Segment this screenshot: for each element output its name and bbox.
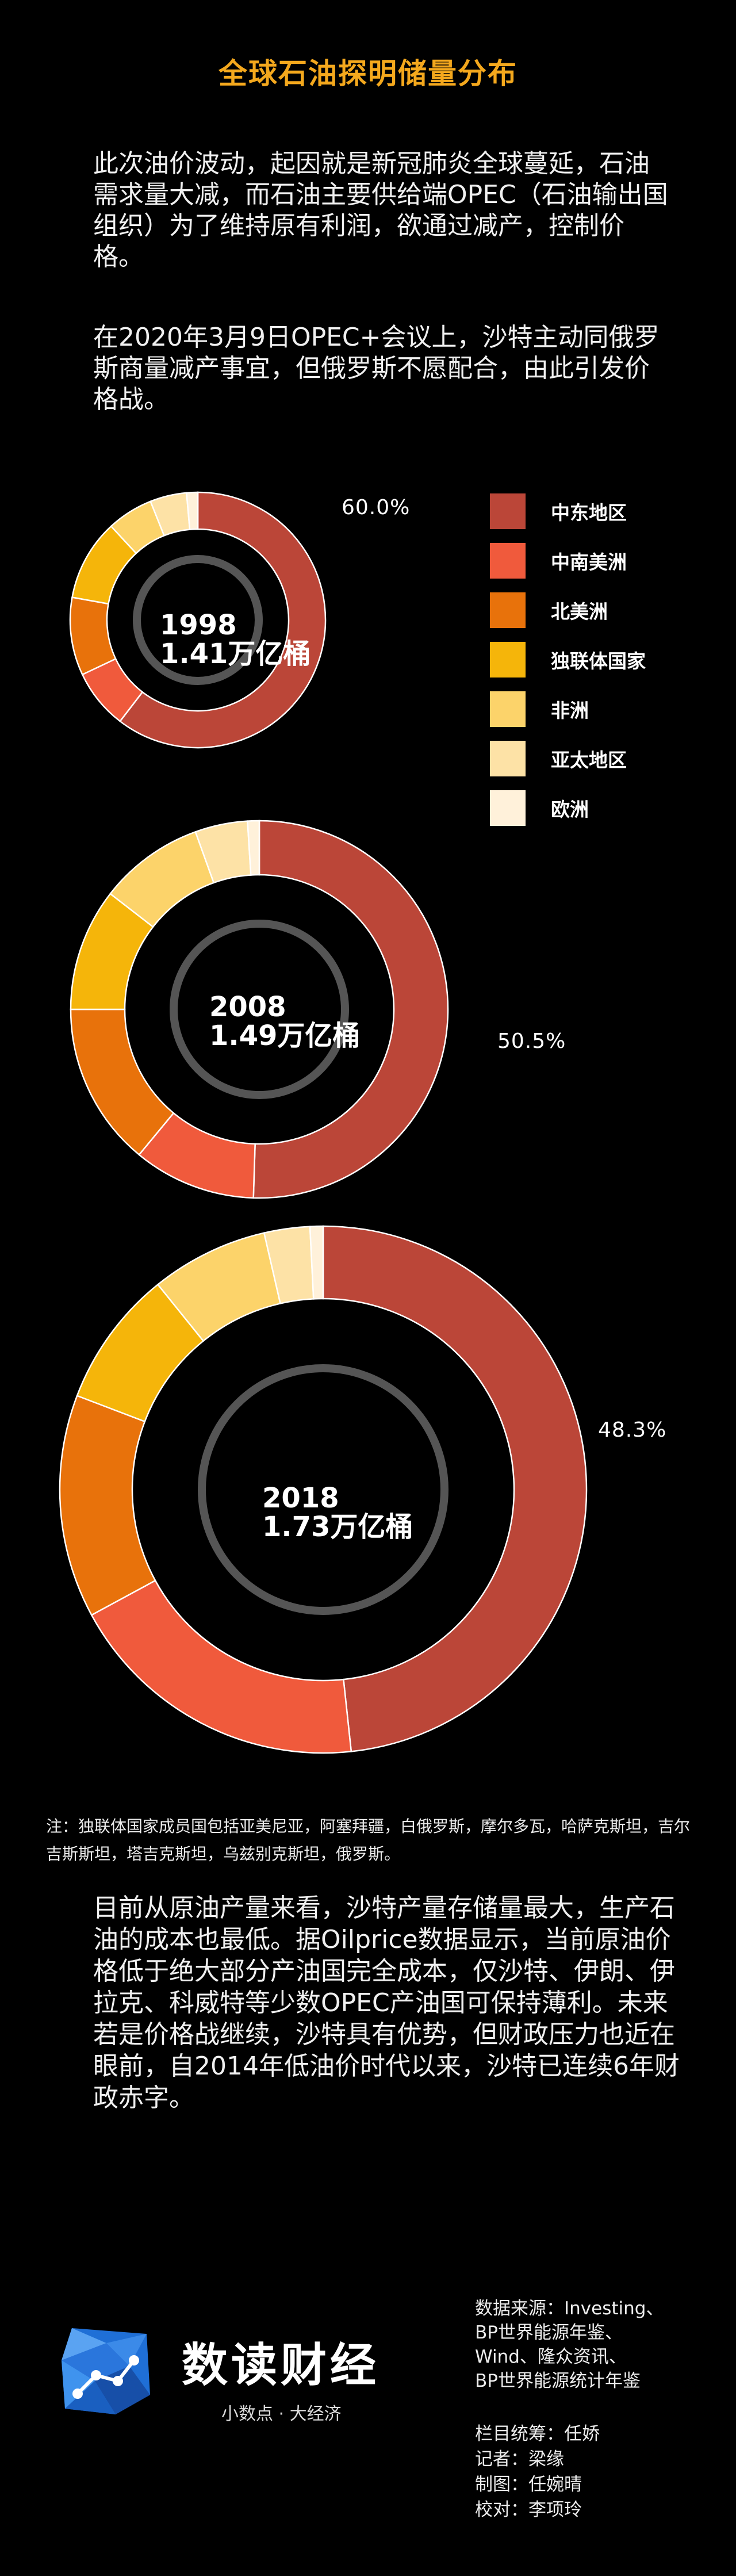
intro-paragraph-2: 在2020年3月9日OPEC+会议上，沙特主动同俄罗斯商量减产事宜，但俄罗斯不愿… <box>93 323 660 414</box>
legend-swatch <box>490 691 526 727</box>
footnote: 注：独联体国家成员国包括亚美尼亚，阿塞拜疆，白俄罗斯，摩尔多瓦，哈萨克斯坦，吉尔… <box>46 1817 691 1863</box>
center-total: 1.73万亿桶 <box>262 1511 413 1543</box>
donut-inner-ring <box>198 1364 448 1615</box>
analysis-paragraph: 目前从原油产量来看，沙特产量存储量最大，生产石油的成本也最低。据Oilprice… <box>93 1893 680 2112</box>
credits: 栏目统筹：任娇 记者：梁缘 制图：任婉晴 校对：李项玲 <box>475 2421 734 2523</box>
donut-slice-欧洲 <box>309 1225 324 1300</box>
donut-center-label-2008: 2008 1.49万亿桶 <box>209 993 360 1050</box>
legend-swatch <box>490 493 526 529</box>
intro-paragraph-1: 此次油价波动，起因就是新冠肺炎全球蔓延，石油需求量大减，而石油主要供给端OPEC… <box>93 149 668 271</box>
donut-slice-欧洲 <box>247 820 260 876</box>
legend-item: 亚太地区 <box>490 741 646 776</box>
source-line: BP世界能源统计年鉴 <box>475 2371 641 2391</box>
brand-slogan: 小数点 · 大经济 <box>221 2404 342 2424</box>
legend-label: 中南美洲 <box>551 551 627 573</box>
legend-item: 北美洲 <box>490 592 646 628</box>
donut-inner-ring <box>170 920 349 1099</box>
legend-label: 亚太地区 <box>551 749 627 771</box>
credit-line: 制图：任婉晴 <box>475 2474 582 2495</box>
donut-slice-中东地区 <box>119 491 327 749</box>
donut-percent-label-1998: 60.0% <box>342 496 411 519</box>
donut-inner-ring <box>133 555 263 685</box>
legend-label: 独联体国家 <box>551 650 646 672</box>
donut-chart-1998 <box>69 491 327 749</box>
donut-chart-2018 <box>59 1225 588 1754</box>
center-year: 2008 <box>209 991 286 1023</box>
page-title: 全球石油探明储量分布 <box>218 57 518 90</box>
legend-item: 独联体国家 <box>490 642 646 678</box>
legend-swatch <box>490 790 526 826</box>
legend-label: 中东地区 <box>551 502 627 524</box>
data-source: 数据来源：Investing、 BP世界能源年鉴、 Wind、隆众资讯、 BP世… <box>475 2296 734 2393</box>
source-line: 数据来源：Investing、 <box>475 2298 664 2319</box>
brand-logo-icon <box>62 2328 150 2414</box>
chart-legend: 中东地区 中南美洲 北美洲 独联体国家 非洲 亚太地区 欧洲 <box>490 493 646 840</box>
legend-item: 中南美洲 <box>490 543 646 579</box>
donut-chart-2008 <box>70 820 449 1199</box>
center-total: 1.49万亿桶 <box>209 1020 361 1052</box>
donut-percent-label-2018: 48.3% <box>598 1418 667 1442</box>
legend-swatch <box>490 592 526 628</box>
donut-center-label-2018: 2018 1.73万亿桶 <box>262 1484 413 1541</box>
legend-item: 非洲 <box>490 691 646 727</box>
donut-center-label-1998: 1998 1.41万亿桶 <box>160 611 310 668</box>
legend-swatch <box>490 642 526 678</box>
donut-slice-中东地区 <box>252 820 449 1199</box>
legend-label: 欧洲 <box>551 798 589 821</box>
legend-label: 非洲 <box>551 699 589 722</box>
credit-line: 校对：李项玲 <box>475 2500 582 2520</box>
donut-slice-中南美洲 <box>90 1579 352 1754</box>
donut-slice-北美洲 <box>59 1395 156 1616</box>
legend-label: 北美洲 <box>551 600 608 623</box>
donut-slice-欧洲 <box>186 491 199 530</box>
credit-line: 记者：梁缘 <box>475 2449 564 2470</box>
center-year: 1998 <box>160 609 237 641</box>
donut-percent-label-2008: 50.5% <box>497 1029 566 1053</box>
source-line: BP世界能源年鉴、 <box>475 2322 623 2343</box>
legend-item: 欧洲 <box>490 790 646 826</box>
credit-line: 栏目统筹：任娇 <box>475 2424 600 2444</box>
center-year: 2018 <box>262 1482 339 1514</box>
donut-slice-中东地区 <box>322 1225 588 1752</box>
legend-swatch <box>490 543 526 579</box>
source-line: Wind、隆众资讯、 <box>475 2347 627 2367</box>
legend-swatch <box>490 741 526 776</box>
brand-name: 数读财经 <box>182 2338 379 2392</box>
legend-item: 中东地区 <box>490 493 646 529</box>
center-total: 1.41万亿桶 <box>160 638 311 670</box>
